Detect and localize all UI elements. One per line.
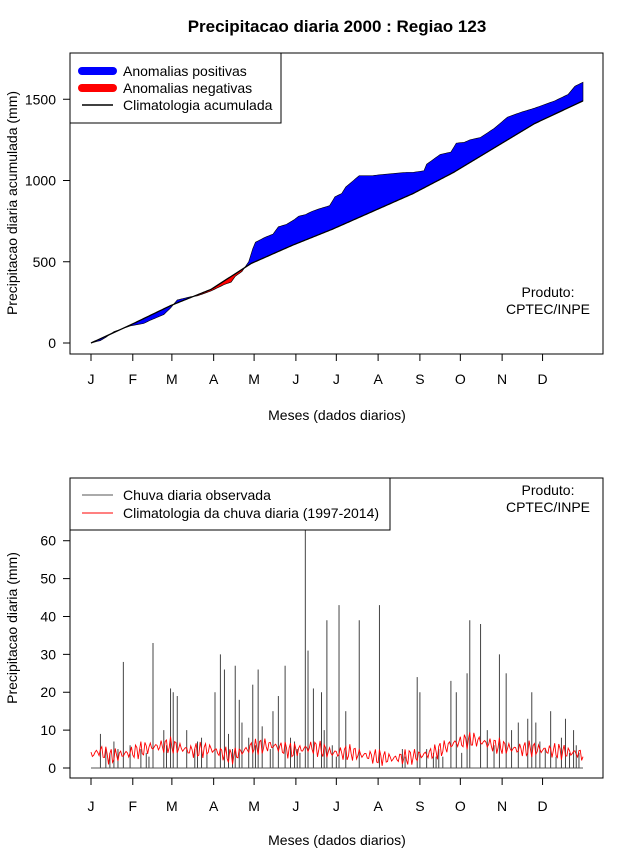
y-tick-label: 30	[40, 646, 56, 662]
plot1-xlabel: Meses (dados diarios)	[268, 407, 406, 423]
x-tick-label: J	[88, 798, 95, 814]
x-tick-label: N	[497, 371, 507, 387]
legend-label-climatology-daily: Climatologia da chuva diaria (1997-2014)	[123, 505, 379, 521]
x-tick-label: M	[248, 798, 260, 814]
x-tick-label: A	[373, 371, 383, 387]
y-tick-label: 1500	[25, 91, 56, 107]
legend-label-negative: Anomalias negativas	[123, 80, 252, 96]
y-tick-label: 50	[40, 571, 56, 587]
x-tick-label: O	[455, 798, 466, 814]
plot1-annotation-line1: Produto:	[522, 284, 575, 300]
x-tick-label: M	[248, 371, 260, 387]
y-tick-label: 0	[48, 335, 56, 351]
positive-anomaly-area	[244, 81, 584, 269]
x-tick-label: S	[415, 798, 424, 814]
plot2-annotation-line2: CPTEC/INPE	[506, 499, 590, 515]
x-tick-label: J	[292, 371, 299, 387]
y-tick-label: 40	[40, 608, 56, 624]
climatology-daily-line	[90, 732, 584, 766]
plot1-annotation-line2: CPTEC/INPE	[506, 301, 590, 317]
y-tick-label: 10	[40, 722, 56, 738]
panel-accumulated: J F M A M J J A S O N D 0 500 1000 1500 Meses (dados di…	[4, 52, 604, 423]
x-tick-label: J	[88, 371, 95, 387]
chart-title: Precipitacao diaria 2000 : Regiao 123	[188, 17, 487, 36]
plot1-ylabel: Precipitacao diaria acumulada (mm)	[4, 91, 20, 315]
x-tick-label: J	[292, 798, 299, 814]
plot2-legend: Chuva diaria observada Climatologia da c…	[69, 477, 391, 531]
legend-label-observed: Chuva diaria observada	[123, 487, 271, 503]
y-tick-label: 20	[40, 684, 56, 700]
x-tick-label: M	[166, 371, 178, 387]
x-tick-label: S	[415, 371, 424, 387]
plot1-legend: Anomalias positivas Anomalias negativas …	[69, 52, 282, 124]
plot2-legend-box	[69, 477, 391, 531]
plot2-ylabel: Precipitacao diaria (mm)	[4, 552, 20, 704]
panel-daily: J F M A M J J A S O N D 0 10 20 30 40 50 60 Meses (dados d…	[4, 477, 604, 848]
y-tick-label: 0	[48, 760, 56, 776]
y-tick-label: 60	[40, 533, 56, 549]
x-tick-label: D	[537, 798, 547, 814]
x-tick-label: A	[209, 798, 219, 814]
x-tick-label: J	[333, 371, 340, 387]
x-tick-label: D	[537, 371, 547, 387]
y-tick-label: 500	[33, 254, 57, 270]
y-tick-label: 1000	[25, 173, 56, 189]
legend-label-positive: Anomalias positivas	[123, 63, 247, 79]
x-tick-label: N	[497, 798, 507, 814]
plot2-annotation-line1: Produto:	[522, 482, 575, 498]
x-tick-label: J	[333, 798, 340, 814]
x-tick-label: F	[129, 371, 138, 387]
x-tick-label: F	[129, 798, 138, 814]
x-tick-label: A	[209, 371, 219, 387]
x-tick-label: A	[373, 798, 383, 814]
x-tick-label: M	[166, 798, 178, 814]
climatology-accumulated-line	[90, 100, 584, 344]
plot2-xlabel: Meses (dados diarios)	[268, 832, 406, 848]
x-tick-label: O	[455, 371, 466, 387]
legend-label-climatology: Climatologia acumulada	[123, 97, 273, 113]
